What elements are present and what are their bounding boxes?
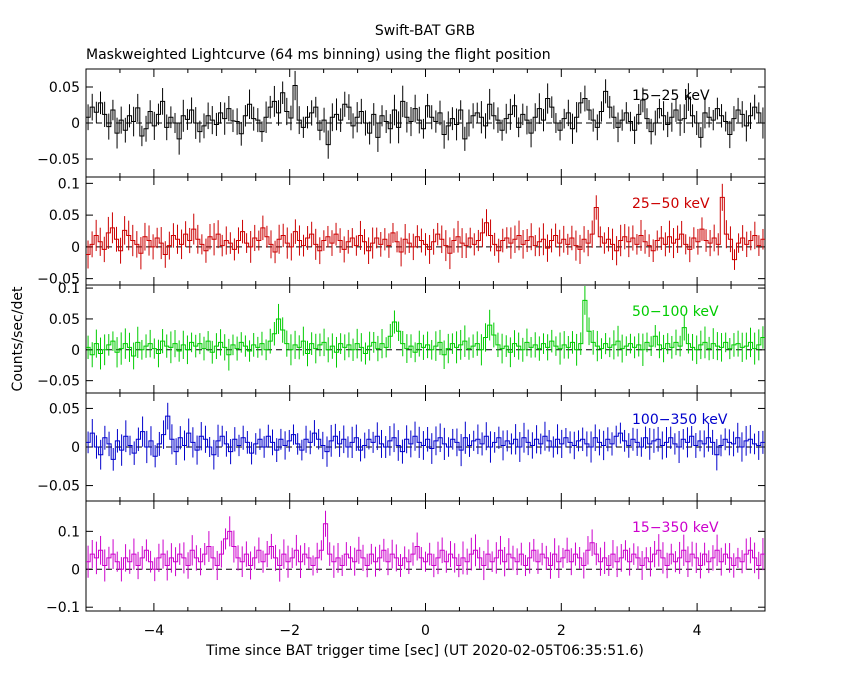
y-tick-label: 0 xyxy=(71,240,80,256)
chart-title: Swift-BAT GRB xyxy=(375,23,475,39)
x-tick-label: 2 xyxy=(557,623,566,639)
x-tick-label: −2 xyxy=(279,623,300,639)
band-label: 100−350 keV xyxy=(632,412,728,428)
lightcurve-step xyxy=(86,415,765,460)
y-tick-label: 0 xyxy=(71,562,80,578)
x-tick-label: 4 xyxy=(693,623,702,639)
y-tick-label: 0.1 xyxy=(58,281,80,297)
band-label: 25−50 keV xyxy=(632,196,710,212)
y-tick-label: 0.05 xyxy=(49,401,80,417)
y-tick-label: 0 xyxy=(71,343,80,359)
y-tick-label: 0 xyxy=(71,440,80,456)
x-tick-label: −4 xyxy=(144,623,165,639)
y-tick-label: 0.05 xyxy=(49,208,80,224)
band-label: 15−350 keV xyxy=(632,520,719,536)
y-tick-label: −0.05 xyxy=(37,272,80,288)
panel-5: −0.1 0 0.1 15−350 keV xyxy=(46,500,766,616)
y-tick-label: −0.05 xyxy=(37,374,80,390)
chart-subtitle: Maskweighted Lightcurve (64 ms binning) … xyxy=(86,47,551,63)
y-tick-label: −0.1 xyxy=(46,600,80,616)
y-tick-label: 0 xyxy=(71,116,80,132)
panel-3: −0.05 0 0.05 0.1 50−100 keV xyxy=(37,281,766,394)
x-tick-label: 0 xyxy=(421,623,430,639)
band-label: 15−25 keV xyxy=(632,88,710,104)
panels-group: −0.05 0 0.05 15−25 keV −0.05 0 0.05 0.1 25−50 ke… xyxy=(37,68,766,639)
y-tick-label: −0.05 xyxy=(37,479,80,495)
y-tick-label: −0.05 xyxy=(37,152,80,168)
y-tick-label: 0.1 xyxy=(58,176,80,192)
y-tick-label: 0.05 xyxy=(49,312,80,328)
panel-frame xyxy=(85,176,766,286)
panel-1: −0.05 0 0.05 15−25 keV xyxy=(37,68,766,178)
panel-2: −0.05 0 0.05 0.1 25−50 keV xyxy=(37,176,766,288)
x-axis-label: Time since BAT trigger time [sec] (UT 20… xyxy=(205,643,644,659)
y-axis-label: Counts/sec/det xyxy=(10,286,26,391)
y-tick-label: 0.05 xyxy=(49,80,80,96)
panel-4: −0.05 0 0.05 100−350 keV xyxy=(37,392,766,502)
y-tick-label: 0.1 xyxy=(58,524,80,540)
band-label: 50−100 keV xyxy=(632,304,719,320)
